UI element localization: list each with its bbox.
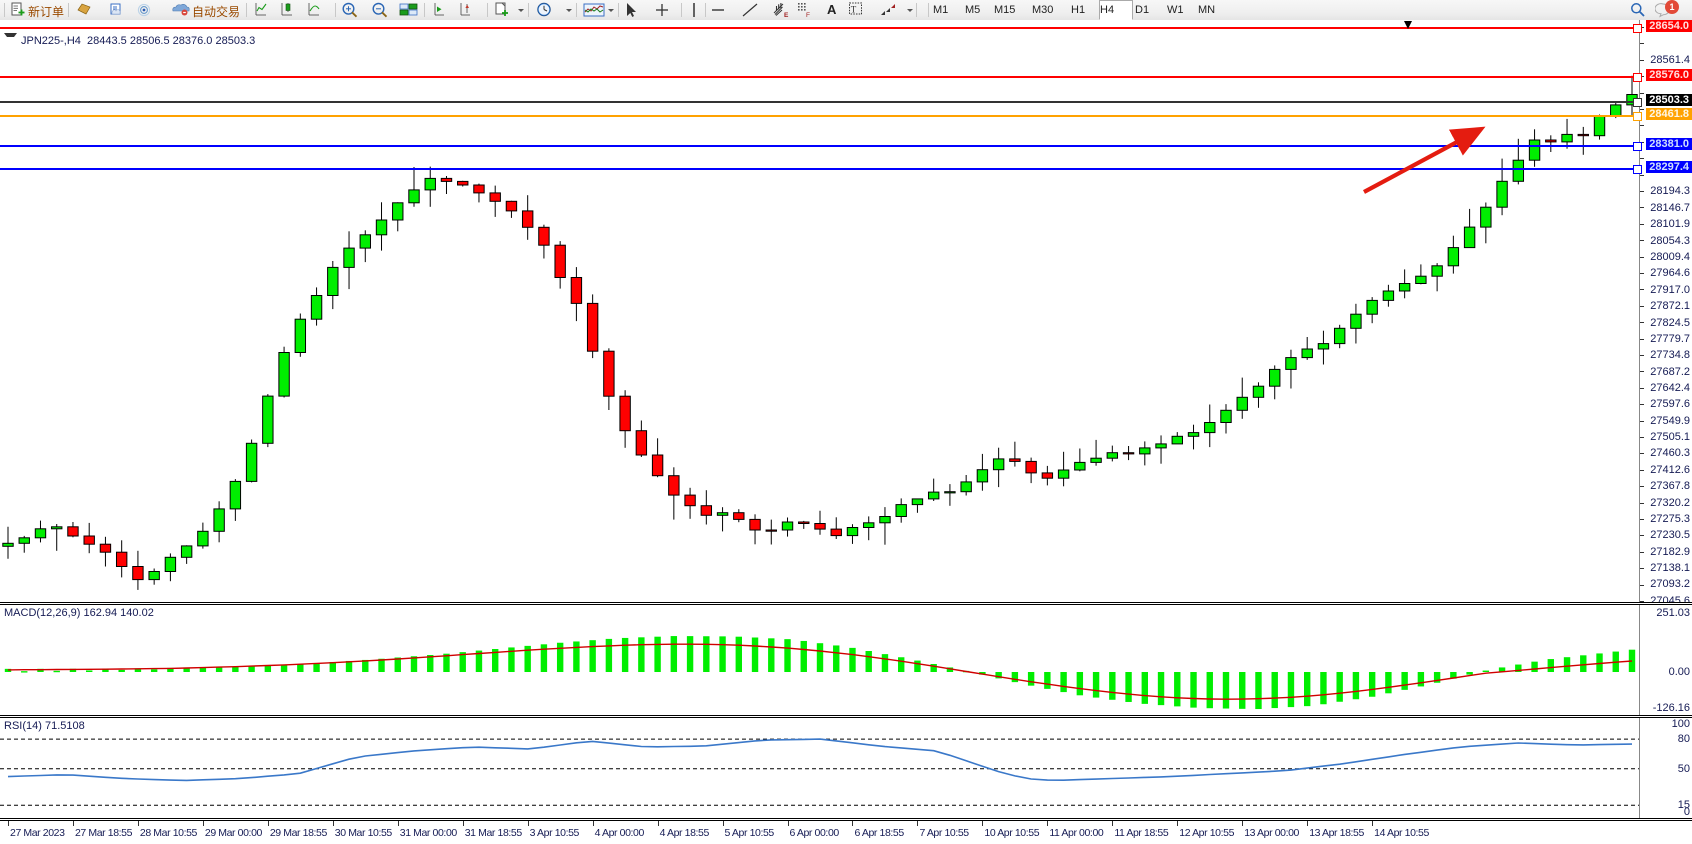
svg-text:F: F	[806, 12, 810, 18]
svg-text:E: E	[784, 12, 789, 18]
svg-text:A: A	[827, 2, 837, 17]
svg-text:T: T	[851, 5, 857, 15]
